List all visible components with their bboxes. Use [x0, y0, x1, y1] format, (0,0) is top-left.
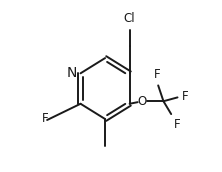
Text: F: F: [182, 90, 189, 103]
Text: F: F: [42, 112, 49, 126]
Text: Cl: Cl: [124, 12, 135, 25]
Text: F: F: [174, 118, 180, 131]
Text: O: O: [138, 95, 147, 108]
Text: F: F: [153, 68, 160, 81]
Text: N: N: [66, 66, 77, 80]
